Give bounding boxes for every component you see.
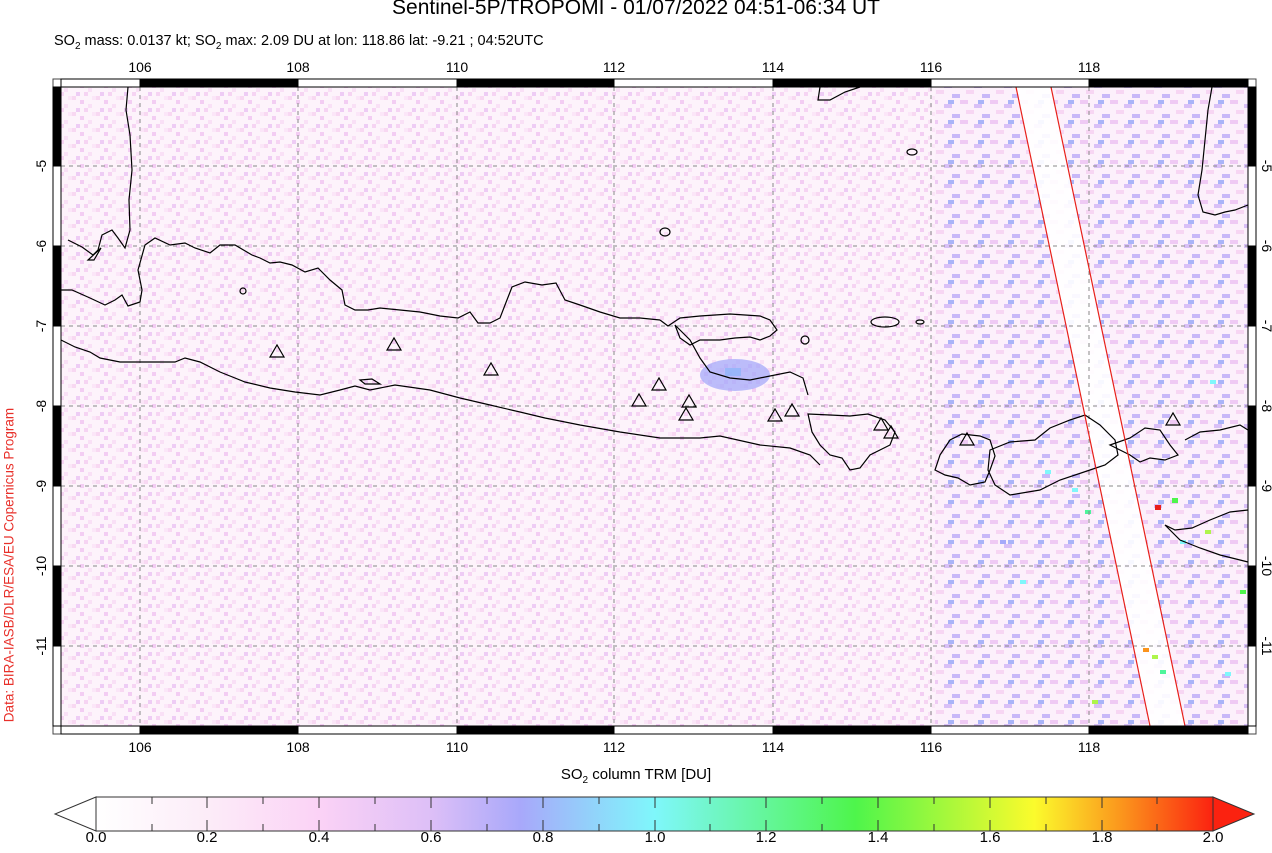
colorbar (53, 796, 1256, 832)
lon-label-top: 116 (919, 59, 943, 75)
lat-label-left: -7 (33, 319, 49, 333)
lat-label-left: -11 (33, 636, 49, 656)
lon-label-top: 112 (602, 59, 626, 75)
coastlines (60, 86, 1249, 563)
volcano-markers (86, 247, 1182, 446)
lon-label-top: 114 (761, 59, 785, 75)
colorbar-title: SO2 column TRM [DU] (0, 766, 1272, 786)
lon-label-top: 108 (286, 59, 310, 75)
subtitle-max: max: 2.09 DU at lon: 118.86 lat: -9.21 ;… (221, 33, 544, 49)
colorbar-tick-label: 1.8 (1091, 829, 1113, 846)
colorbar-tick-label: 1.6 (979, 829, 1001, 846)
lat-label-left: -8 (33, 399, 49, 413)
colorbar-tick-label: 2.0 (1202, 829, 1224, 846)
lon-label-bottom: 108 (286, 739, 310, 755)
lat-label-right: -8 (1259, 399, 1272, 413)
colorbar-tick-label: 0.2 (196, 829, 218, 846)
colorbar-tick-label: 0.6 (420, 829, 442, 846)
colorbar-tick-label: 1.2 (755, 829, 777, 846)
colorbar-tick-label: 0.8 (532, 829, 554, 846)
cb-title-suffix: column TRM [DU] (588, 766, 712, 783)
lon-label-bottom: 112 (602, 739, 626, 755)
subtitle-sub1: 2 (74, 40, 81, 52)
colorbar-tick-label: 0.4 (308, 829, 330, 846)
lon-label-bottom: 118 (1077, 739, 1101, 755)
subtitle-sub2: 2 (215, 40, 222, 52)
colorbar-under-arrow-icon (53, 796, 97, 832)
cb-title-sub: 2 (582, 775, 589, 786)
colorbar-tick-label: 0.0 (85, 829, 107, 846)
subtitle-mass: mass: 0.0137 kt; SO (80, 33, 216, 49)
lon-label-bottom: 114 (761, 739, 785, 755)
lon-label-bottom: 110 (445, 739, 469, 755)
lat-label-left: -5 (33, 159, 49, 173)
lon-label-bottom: 106 (128, 739, 152, 755)
lat-label-right: -7 (1259, 319, 1272, 333)
lon-label-top: 118 (1077, 59, 1101, 75)
swath-edges (1015, 86, 1186, 727)
colorbar-tick-label: 1.4 (867, 829, 889, 846)
map-title: Sentinel-5P/TROPOMI - 01/07/2022 04:51-0… (392, 0, 880, 19)
lat-label-right: -11 (1259, 636, 1272, 656)
lat-label-right: -9 (1259, 479, 1272, 493)
lat-label-right: -6 (1259, 239, 1272, 253)
subtitle: SO2 mass: 0.0137 kt; SO2 max: 2.09 DU at… (54, 33, 544, 52)
lon-label-bottom: 116 (919, 739, 943, 755)
lat-label-right: -5 (1259, 159, 1272, 173)
lat-label-left: -6 (33, 239, 49, 253)
gridlines (61, 87, 1248, 726)
lat-label-left: -9 (33, 479, 49, 493)
colorbar-tick-label: 1.0 (644, 829, 666, 846)
subtitle-so: SO (54, 33, 75, 49)
lat-label-left: -10 (33, 555, 49, 577)
lon-label-top: 110 (445, 59, 469, 75)
lon-label-top: 106 (128, 59, 152, 75)
lat-label-right: -10 (1259, 555, 1272, 577)
colorbar-over-arrow-icon (1212, 796, 1256, 832)
cb-title-so: SO (560, 766, 583, 783)
